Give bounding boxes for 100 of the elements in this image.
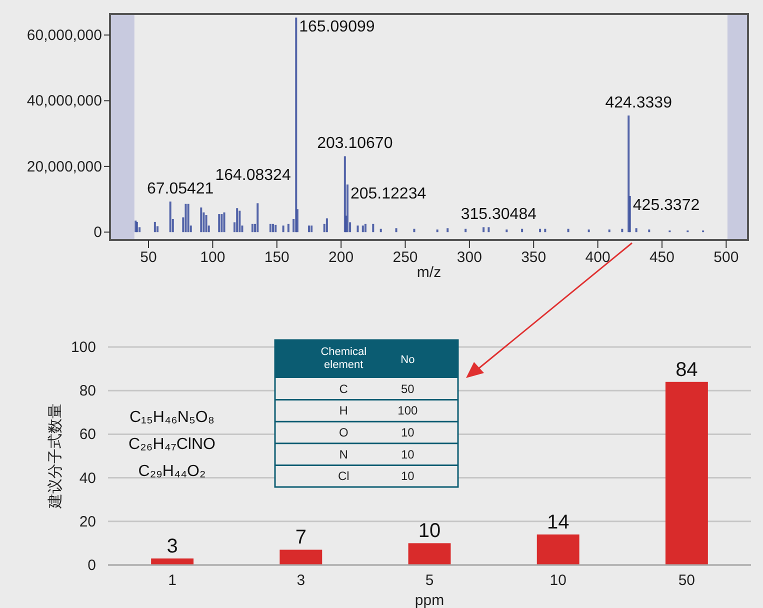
x-tick-label: 200: [328, 249, 354, 266]
annotation: Cl: [338, 469, 350, 484]
bar: [280, 550, 322, 565]
bar: [156, 226, 158, 232]
annotation: No: [400, 354, 415, 366]
bar: [408, 543, 451, 565]
annotation: C₂₆H₄₇ClNO: [128, 436, 216, 453]
bar: [223, 212, 226, 232]
annotation: 67.05421: [146, 180, 214, 198]
x-tick-label: 5: [425, 572, 434, 589]
bar: [251, 224, 254, 232]
bar: [200, 207, 202, 232]
bar: [665, 382, 708, 565]
x-tick-label: 10: [550, 572, 566, 589]
bar: [282, 226, 284, 232]
x-tick-label: 1: [168, 572, 176, 589]
annotation: C₁₅H₄₆N₅O₈: [129, 409, 215, 426]
y-tick-label: 40,000,000: [26, 92, 102, 110]
bar: [308, 226, 310, 232]
annotation: 424.3339: [605, 94, 672, 112]
bar: [588, 229, 590, 232]
y-tick-label: 0: [88, 557, 96, 574]
bar: [238, 210, 241, 232]
data-label: 3: [166, 535, 178, 558]
y-tick-label: 80: [79, 382, 96, 400]
x-axis-title: m/z: [416, 264, 442, 281]
bar: [151, 558, 194, 565]
annotation: 205.12234: [350, 185, 426, 202]
x-tick-label: 100: [200, 249, 226, 266]
x-axis-title: ppm: [414, 592, 444, 608]
bar: [488, 227, 490, 232]
data-label: 7: [295, 526, 306, 549]
bar: [187, 204, 190, 232]
annotation: 165.09099: [299, 18, 375, 36]
y-tick-label: 40: [79, 470, 96, 487]
bar: [295, 18, 298, 232]
bar: [521, 228, 524, 232]
x-tick-label: 500: [714, 249, 739, 266]
bar: [372, 224, 374, 232]
bar: [536, 534, 580, 565]
bar: [648, 229, 650, 232]
bar: [218, 214, 220, 232]
annotation: H: [339, 404, 348, 418]
bar: [436, 229, 438, 232]
annotation: C₂₉H₄₄O₂: [138, 463, 206, 480]
annotation: 315.30484: [460, 206, 537, 224]
x-tick-label: 150: [264, 249, 290, 266]
bar: [356, 226, 359, 232]
annotation: 10: [400, 447, 415, 462]
bar: [482, 227, 485, 232]
bar: [380, 228, 382, 232]
x-tick-label: 50: [678, 572, 696, 589]
bar: [272, 224, 274, 232]
x-tick-label: 350: [521, 249, 546, 266]
bar: [413, 228, 416, 232]
annotation: 10: [400, 469, 415, 484]
bar: [236, 208, 238, 232]
annotation: 203.10670: [317, 135, 393, 152]
data-label: 14: [546, 511, 570, 534]
bar: [362, 226, 364, 232]
annotation: 100: [398, 404, 418, 418]
x-tick-label: 450: [649, 249, 675, 266]
bar: [184, 204, 187, 232]
y-tick-label: 60: [79, 426, 96, 444]
bar: [628, 116, 630, 232]
bar: [621, 228, 624, 232]
bar: [464, 228, 467, 232]
bar: [635, 228, 638, 232]
bar: [169, 202, 172, 232]
x-tick-label: 3: [296, 572, 306, 589]
bar: [364, 224, 366, 232]
x-tick-label: 50: [140, 249, 157, 266]
annotation: 50: [400, 382, 415, 396]
y-tick-label: 20,000,000: [26, 158, 102, 176]
annotation: N: [339, 447, 348, 462]
bar: [310, 226, 313, 232]
annotation: O: [338, 426, 348, 440]
bar: [269, 224, 272, 232]
bar: [567, 228, 570, 232]
bar: [395, 228, 398, 232]
annotation: 10: [400, 426, 415, 440]
data-label: 10: [418, 520, 441, 542]
y-axis-title: 建议分子式数量: [47, 404, 64, 510]
data-label: 84: [676, 358, 698, 381]
bar: [326, 218, 328, 232]
bar: [205, 215, 208, 232]
bar: [220, 214, 223, 232]
bar: [287, 224, 290, 232]
annotation: C: [339, 382, 348, 396]
bar: [274, 224, 277, 232]
y-tick-label: 20: [79, 513, 96, 530]
x-tick-label: 400: [585, 249, 610, 266]
bar: [256, 203, 259, 232]
annotation: 164.08324: [215, 166, 291, 184]
bar: [154, 222, 156, 232]
bar: [608, 229, 610, 232]
annotation: Chemical element: [320, 346, 367, 371]
bar: [506, 229, 508, 232]
x-tick-label: 300: [456, 249, 482, 266]
y-tick-label: 0: [94, 224, 102, 242]
